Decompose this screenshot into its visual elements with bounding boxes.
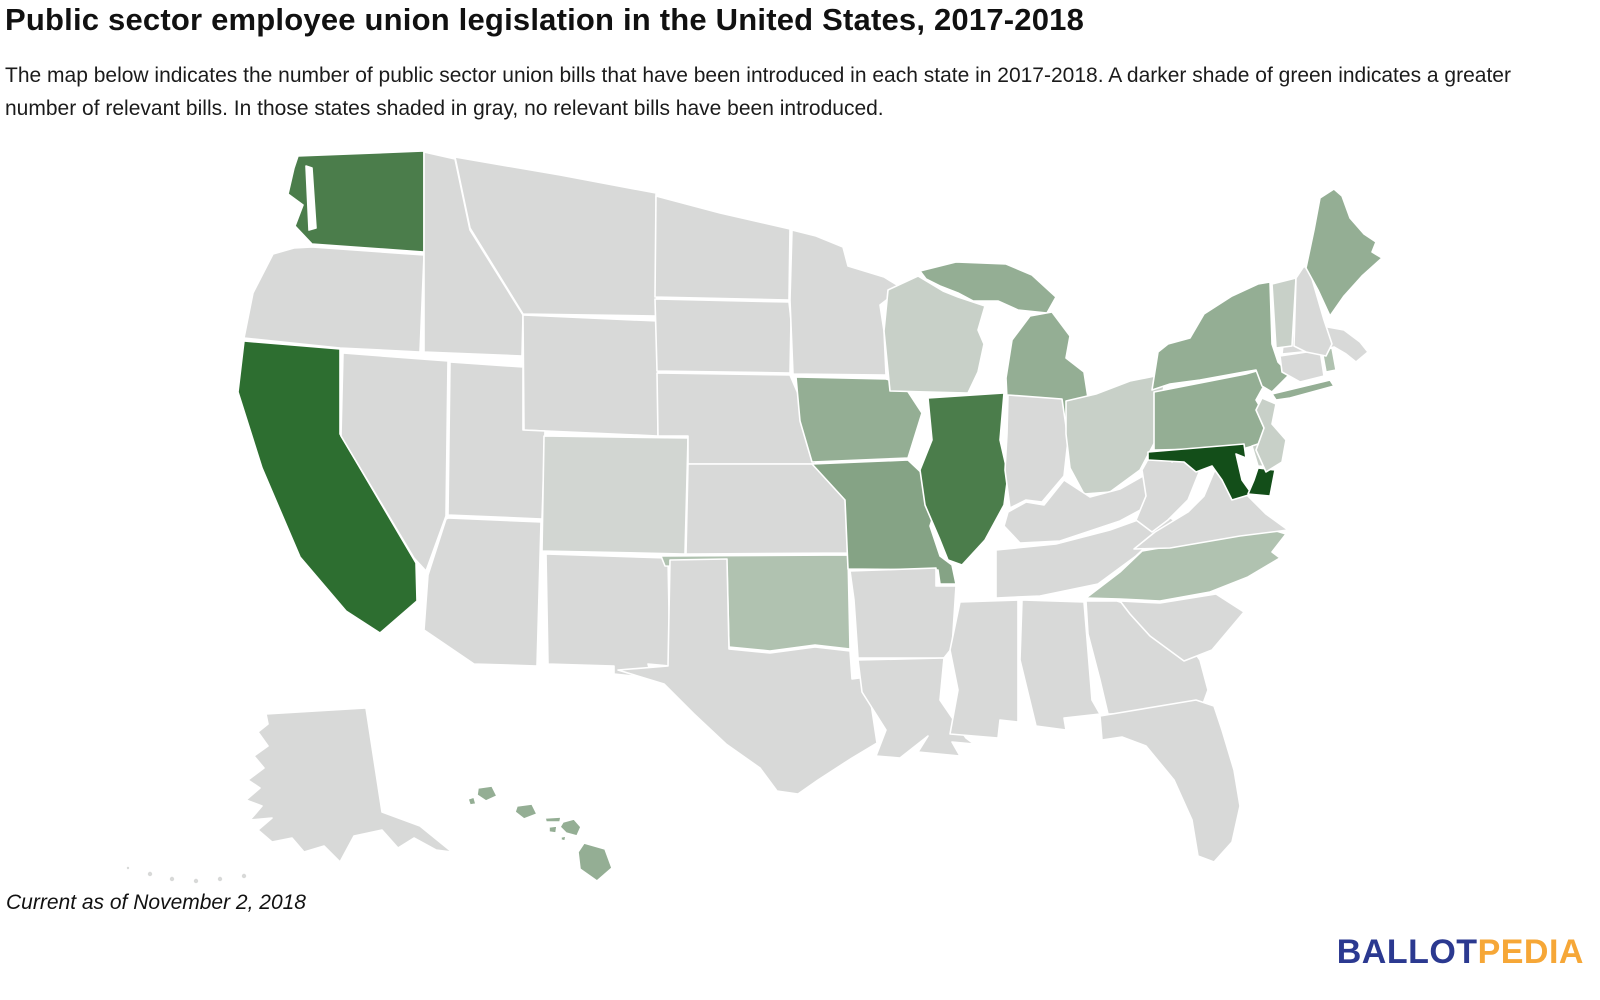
state-nevada[interactable] [340, 352, 449, 572]
state-vermont[interactable] [1271, 277, 1297, 349]
state-texas[interactable] [617, 558, 878, 795]
state-alaska[interactable] [125, 707, 453, 885]
state-indiana[interactable] [1004, 394, 1069, 509]
puget-sound [305, 165, 317, 231]
state-alabama[interactable] [1019, 599, 1101, 731]
state-mississippi[interactable] [949, 599, 1019, 739]
footnote-current-as-of: Current as of November 2, 2018 [6, 891, 306, 914]
state-maine[interactable] [1305, 188, 1383, 317]
state-north-carolina[interactable] [1085, 528, 1287, 602]
state-new-mexico[interactable] [545, 553, 671, 679]
map-description: The map below indicates the number of pu… [5, 64, 1511, 120]
logo-pedia: PEDIA [1477, 933, 1584, 971]
state-wyoming[interactable] [522, 314, 659, 437]
ballotpedia-logo: BALLOTPEDIA [1337, 933, 1584, 972]
state-south-carolina[interactable] [1119, 593, 1245, 662]
state-kentucky[interactable] [1003, 471, 1161, 544]
state-wisconsin[interactable] [883, 275, 986, 394]
state-colorado[interactable] [541, 435, 689, 555]
state-illinois[interactable] [919, 392, 1009, 566]
state-florida[interactable] [1099, 699, 1241, 863]
state-new-york[interactable] [1151, 281, 1335, 401]
logo-ballot: BALLOT [1336, 933, 1478, 971]
state-oregon[interactable] [243, 246, 425, 353]
page-title: Public sector employee union legislation… [5, 2, 1085, 37]
state-north-dakota[interactable] [654, 195, 791, 301]
state-south-dakota[interactable] [654, 298, 792, 374]
state-maryland[interactable] [1147, 443, 1276, 501]
state-hawaii[interactable] [467, 785, 613, 882]
state-minnesota[interactable] [789, 229, 903, 376]
state-new-jersey[interactable] [1255, 397, 1287, 473]
state-arizona[interactable] [423, 517, 542, 667]
state-louisiana[interactable] [857, 657, 975, 759]
state-california[interactable] [237, 340, 418, 634]
state-utah[interactable] [447, 361, 546, 520]
